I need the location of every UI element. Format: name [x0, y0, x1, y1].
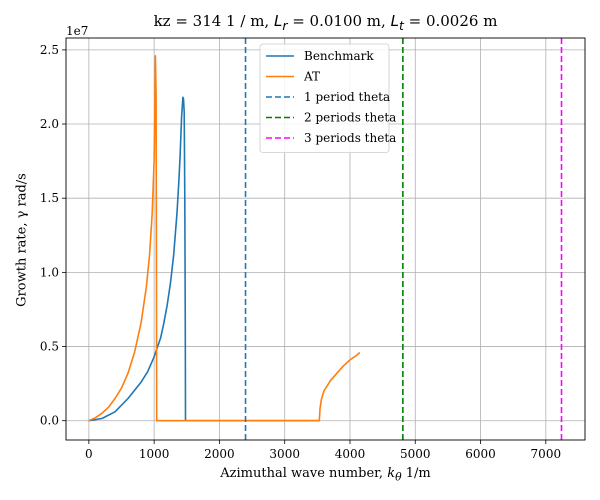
x-tick-label: 5000 — [400, 447, 431, 461]
chart-title: kz = 314 1 / m, Lr = 0.0100 m, Lt = 0.00… — [153, 12, 498, 33]
x-tick-label: 7000 — [531, 447, 562, 461]
legend-label: AT — [303, 70, 320, 84]
legend-label: 2 periods theta — [304, 111, 396, 125]
y-tick-label: 2.0 — [40, 117, 59, 131]
x-tick-label: 3000 — [269, 447, 300, 461]
legend-label: 1 period theta — [304, 90, 390, 104]
series-group — [88, 38, 563, 440]
x-tick-label: 6000 — [465, 447, 496, 461]
x-tick-label: 2000 — [204, 447, 235, 461]
legend-label: 3 periods theta — [304, 131, 396, 145]
series-line-at — [88, 55, 361, 422]
x-axis-label: Azimuthal wave number, kθ 1/m — [220, 466, 431, 484]
x-tick-label: 0 — [85, 447, 93, 461]
legend-label: Benchmark — [304, 49, 374, 63]
y-tick-label: 1.0 — [40, 265, 59, 279]
x-tick-label: 1000 — [139, 447, 170, 461]
legend: Benchmark AT 1 period theta 2 periods theta… — [259, 43, 396, 153]
y-tick-label: 0.0 — [40, 414, 59, 428]
series-line-benchmark — [88, 96, 320, 422]
y-tick-label: 1.5 — [40, 191, 59, 205]
y-tick-label: 2.5 — [40, 43, 59, 57]
y-offset-label: 1e7 — [66, 24, 89, 38]
legend-box — [259, 43, 390, 153]
axes-frame — [65, 37, 586, 441]
y-tick-label: 0.5 — [40, 340, 59, 354]
x-tick-label: 4000 — [335, 447, 366, 461]
